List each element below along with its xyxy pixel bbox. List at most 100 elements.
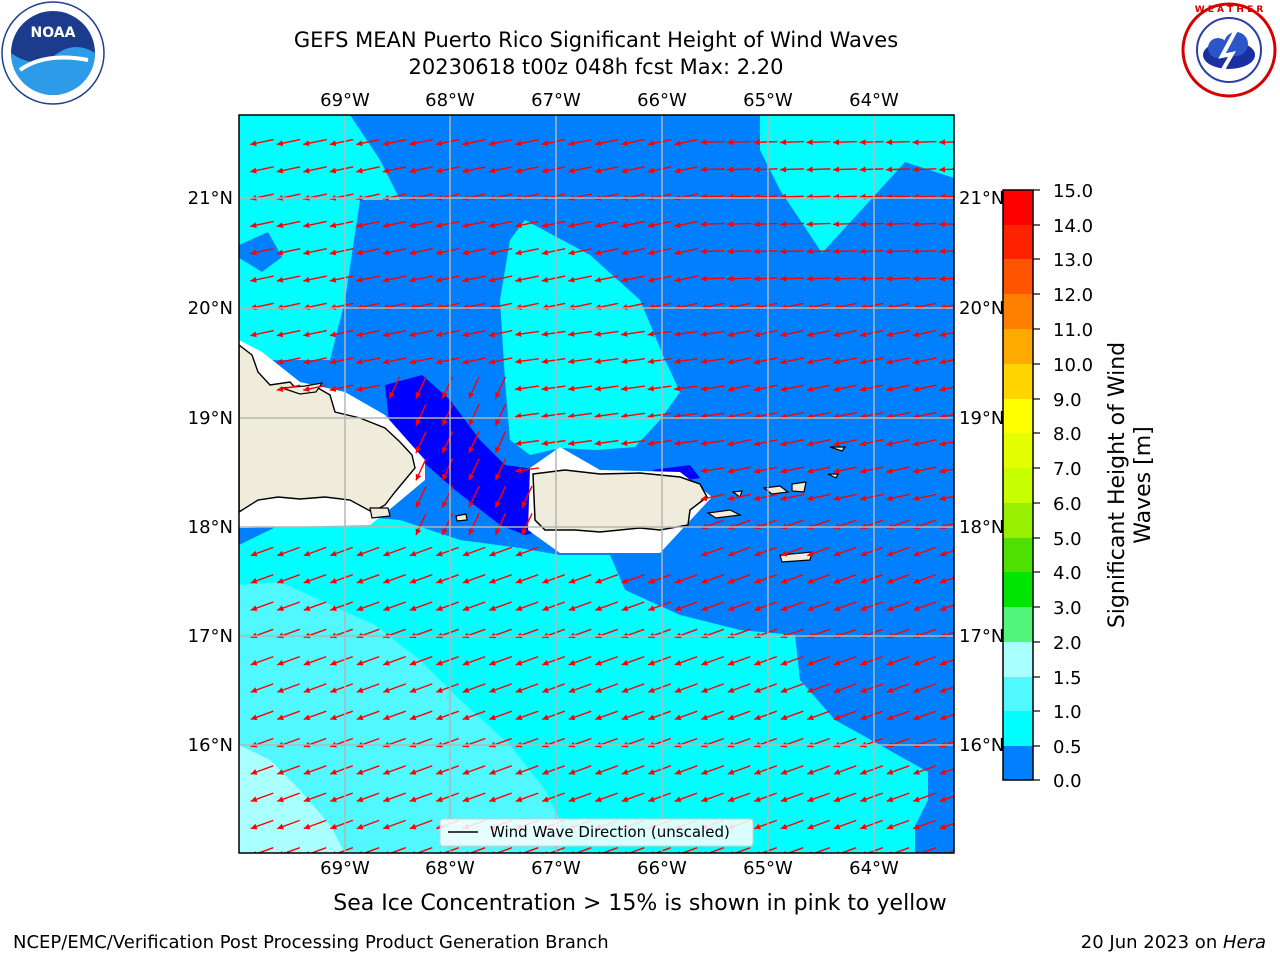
wind-arrow-head: [674, 249, 681, 256]
wind-arrow-head: [303, 140, 310, 147]
colorbar-tick-label: 1.5: [1053, 668, 1082, 689]
wind-arrow-head: [303, 167, 310, 174]
colorbar-tick-label: 9.0: [1053, 390, 1082, 411]
lon-labels-bottom: 69°W 68°W 67°W 66°W 65°W 64°W: [320, 858, 899, 879]
wind-arrow-head: [515, 714, 523, 721]
wind-arrow-head: [250, 167, 257, 174]
wind-arrow-head: [250, 140, 257, 147]
wind-arrow-head: [489, 769, 496, 775]
wind-arrow-head: [250, 550, 258, 557]
wind-arrow-head: [329, 140, 337, 147]
wind-arrow-head: [859, 331, 867, 338]
colorbar-segment: [1003, 746, 1033, 781]
wind-arrow-head: [330, 659, 337, 666]
wind-arrow-head: [939, 495, 946, 502]
wind-arrow-head: [939, 578, 947, 584]
wind-arrow-head: [727, 358, 734, 365]
wind-arrow-head: [409, 222, 416, 229]
wind-arrow-head: [780, 714, 788, 721]
wind-arrow-head: [542, 714, 549, 721]
wind-arrow-head: [753, 386, 761, 392]
wave-fill-2-0-3-0: [239, 745, 345, 853]
colorbar-tick-label: 2.0: [1053, 633, 1082, 654]
wind-arrow-head: [621, 440, 628, 447]
wind-arrow-head: [727, 139, 734, 146]
wind-arrow-head: [515, 222, 522, 229]
wind-arrow-head: [276, 331, 284, 338]
wind-arrow-head: [382, 249, 390, 256]
wind-arrow-head: [886, 248, 893, 255]
wind-arrow-head: [913, 714, 920, 721]
wind-arrow-head: [383, 550, 390, 557]
wind-arrow-head: [594, 358, 601, 365]
wind-arrow-head: [753, 248, 760, 255]
wind-arrow-head: [277, 796, 284, 803]
wind-arrow-head: [674, 578, 682, 584]
wind-arrow: [919, 847, 937, 853]
colorbar-segment: [1003, 259, 1033, 295]
wind-arrow-head: [495, 419, 501, 426]
wind-arrow-head: [488, 276, 496, 283]
wind-arrow-head: [700, 358, 707, 365]
colorbar-tick-label: 11.0: [1053, 320, 1093, 341]
wind-arrow-head: [277, 769, 284, 775]
wind-arrow-head: [468, 528, 475, 536]
wind-arrow-head: [912, 166, 919, 173]
wind-arrow-head: [886, 275, 893, 282]
wind-arrow-head: [356, 605, 364, 611]
wind-arrow-head: [515, 605, 523, 611]
wind-arrow-head: [489, 659, 496, 666]
colorbar-tick-label: 7.0: [1053, 459, 1082, 480]
wind-arrow-head: [468, 446, 475, 454]
wind-arrow: [892, 847, 910, 853]
wind-arrow-head: [488, 140, 496, 147]
wind-arrow-head: [330, 550, 337, 557]
wind-arrow-head: [753, 440, 761, 447]
wind-arrow-head: [409, 687, 417, 693]
lon-label: 65°W: [743, 858, 793, 879]
wind-arrow-head: [568, 659, 576, 666]
wind-arrow-head: [436, 659, 443, 666]
wind-arrow-head: [939, 550, 947, 557]
wind-arrow-head: [330, 796, 337, 803]
lon-label: 65°W: [743, 90, 793, 111]
wind-arrow-head: [329, 358, 337, 365]
wind-arrow-head: [276, 140, 284, 147]
wind-arrow-head: [833, 166, 840, 173]
wind-arrow-head: [939, 687, 947, 693]
wind-arrow-head: [806, 139, 813, 146]
wind-arrow-head: [648, 659, 655, 666]
wind-arrow-head: [495, 391, 501, 399]
wind-arrow-head: [674, 659, 682, 666]
lat-label: 21°N: [188, 188, 233, 209]
wind-arrow-head: [488, 331, 496, 338]
colorbar-tick-label: 8.0: [1053, 424, 1082, 445]
wind-arrow-head: [833, 495, 840, 502]
wind-arrow-head: [833, 823, 841, 830]
wind-arrow-head: [435, 140, 443, 147]
wind-arrow-head: [860, 796, 867, 803]
wind-arrow-head: [648, 605, 655, 611]
wind-arrow-head: [415, 391, 422, 399]
wind-arrow-head: [383, 659, 390, 666]
wind-arrow-head: [356, 659, 364, 666]
wind-arrow-head: [303, 222, 310, 229]
wind-arrow-head: [939, 275, 946, 282]
wind-arrow-head: [435, 358, 443, 365]
lat-label: 19°N: [959, 408, 1004, 429]
wind-arrow-head: [912, 467, 920, 474]
wind-arrow-head: [409, 659, 417, 666]
wind-arrow-head: [674, 167, 681, 174]
wind-arrow-head: [462, 659, 470, 666]
wind-arrow-head: [647, 330, 654, 337]
wind-arrow-head: [303, 714, 311, 721]
wind-arrow-head: [780, 139, 787, 146]
wind-arrow-head: [436, 578, 443, 584]
wind-arrow-head: [833, 659, 841, 666]
wind-arrow-head: [912, 331, 920, 338]
wind-arrow-head: [462, 140, 469, 147]
wind-arrow-head: [541, 440, 548, 447]
wind-arrow-head: [807, 769, 814, 775]
wind-arrow-head: [674, 687, 682, 693]
wind-arrow: [309, 847, 327, 853]
